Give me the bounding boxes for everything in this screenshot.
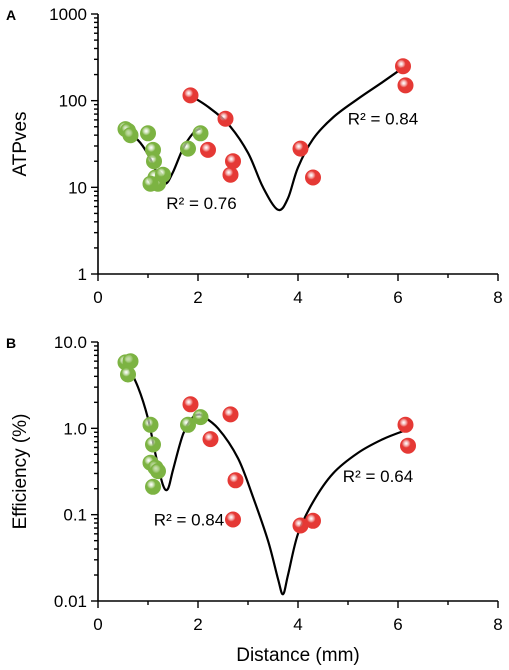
fit-curve	[199, 413, 406, 596]
x-tick-label: 6	[393, 615, 402, 634]
fit-curve	[192, 66, 404, 212]
y-tick-label: 0.01	[54, 592, 87, 611]
green-data-point	[155, 166, 171, 183]
red-data-point	[217, 110, 234, 127]
green-data-point	[146, 153, 162, 170]
red-data-point	[292, 140, 309, 157]
green-data-point	[192, 125, 209, 142]
red-data-point	[225, 511, 241, 528]
red-data-point	[225, 153, 241, 170]
y-tick-label: 10	[68, 178, 87, 197]
red-data-point	[182, 87, 199, 104]
x-tick-label: 2	[193, 288, 202, 307]
red-data-point	[400, 437, 416, 454]
panel-a: 1 10 100 1000 0 2 4 6 8 A ATPves R² = 0.76 R² = 0.84	[6, 5, 503, 307]
red-data-point	[397, 77, 414, 94]
green-data-point	[145, 478, 161, 495]
green-data-point	[142, 175, 159, 192]
r-squared-annotation: R² = 0.64	[343, 467, 413, 486]
green-data-point	[192, 409, 209, 426]
green-data-point	[122, 127, 139, 144]
green-data-point	[142, 416, 159, 433]
red-data-point	[305, 169, 321, 186]
red-data-point	[395, 58, 411, 75]
x-tick-label: 6	[393, 288, 402, 307]
x-tick-label: 2	[193, 615, 202, 634]
green-data-point	[140, 125, 156, 142]
r-squared-annotation: R² = 0.84	[348, 110, 418, 129]
x-tick-label: 8	[493, 615, 502, 634]
green-data-point	[145, 436, 161, 453]
red-data-point	[397, 416, 414, 433]
green-data-point	[150, 463, 166, 480]
green-data-point	[122, 353, 139, 370]
y-tick-label: 0.1	[63, 506, 87, 525]
red-data-point	[222, 406, 239, 423]
x-tick-label: 4	[293, 615, 302, 634]
panel-b: 0.01 0.1 1.0 10.0 0 2 4 6 8 B Efficiency (%) Distan…	[6, 333, 503, 666]
green-data-point	[180, 140, 196, 157]
green-data-point	[180, 416, 196, 433]
red-data-point	[200, 141, 216, 158]
panel-label: A	[6, 7, 16, 23]
red-data-point	[202, 431, 219, 448]
green-data-point	[120, 366, 136, 383]
y-axis-title: Efficiency (%)	[10, 414, 31, 530]
r-squared-annotation: R² = 0.84	[154, 510, 224, 529]
x-axis-title: Distance (mm)	[236, 645, 360, 666]
x-tick-label: 4	[293, 288, 302, 307]
y-tick-label: 1000	[49, 5, 87, 24]
x-tick-label: 0	[93, 288, 102, 307]
red-data-point	[182, 396, 199, 413]
y-tick-label: 10.0	[54, 333, 87, 352]
red-data-point	[305, 512, 321, 529]
red-data-point	[227, 472, 244, 489]
x-tick-label: 8	[493, 288, 502, 307]
y-axis-title: ATPves	[10, 111, 31, 176]
y-tick-label: 1.0	[63, 419, 87, 438]
y-tick-label: 1	[78, 265, 87, 284]
panel-label: B	[6, 335, 16, 351]
x-tick-label: 0	[93, 615, 102, 634]
r-squared-annotation: R² = 0.76	[166, 194, 236, 213]
red-data-point	[222, 166, 239, 183]
y-tick-label: 100	[59, 92, 87, 111]
